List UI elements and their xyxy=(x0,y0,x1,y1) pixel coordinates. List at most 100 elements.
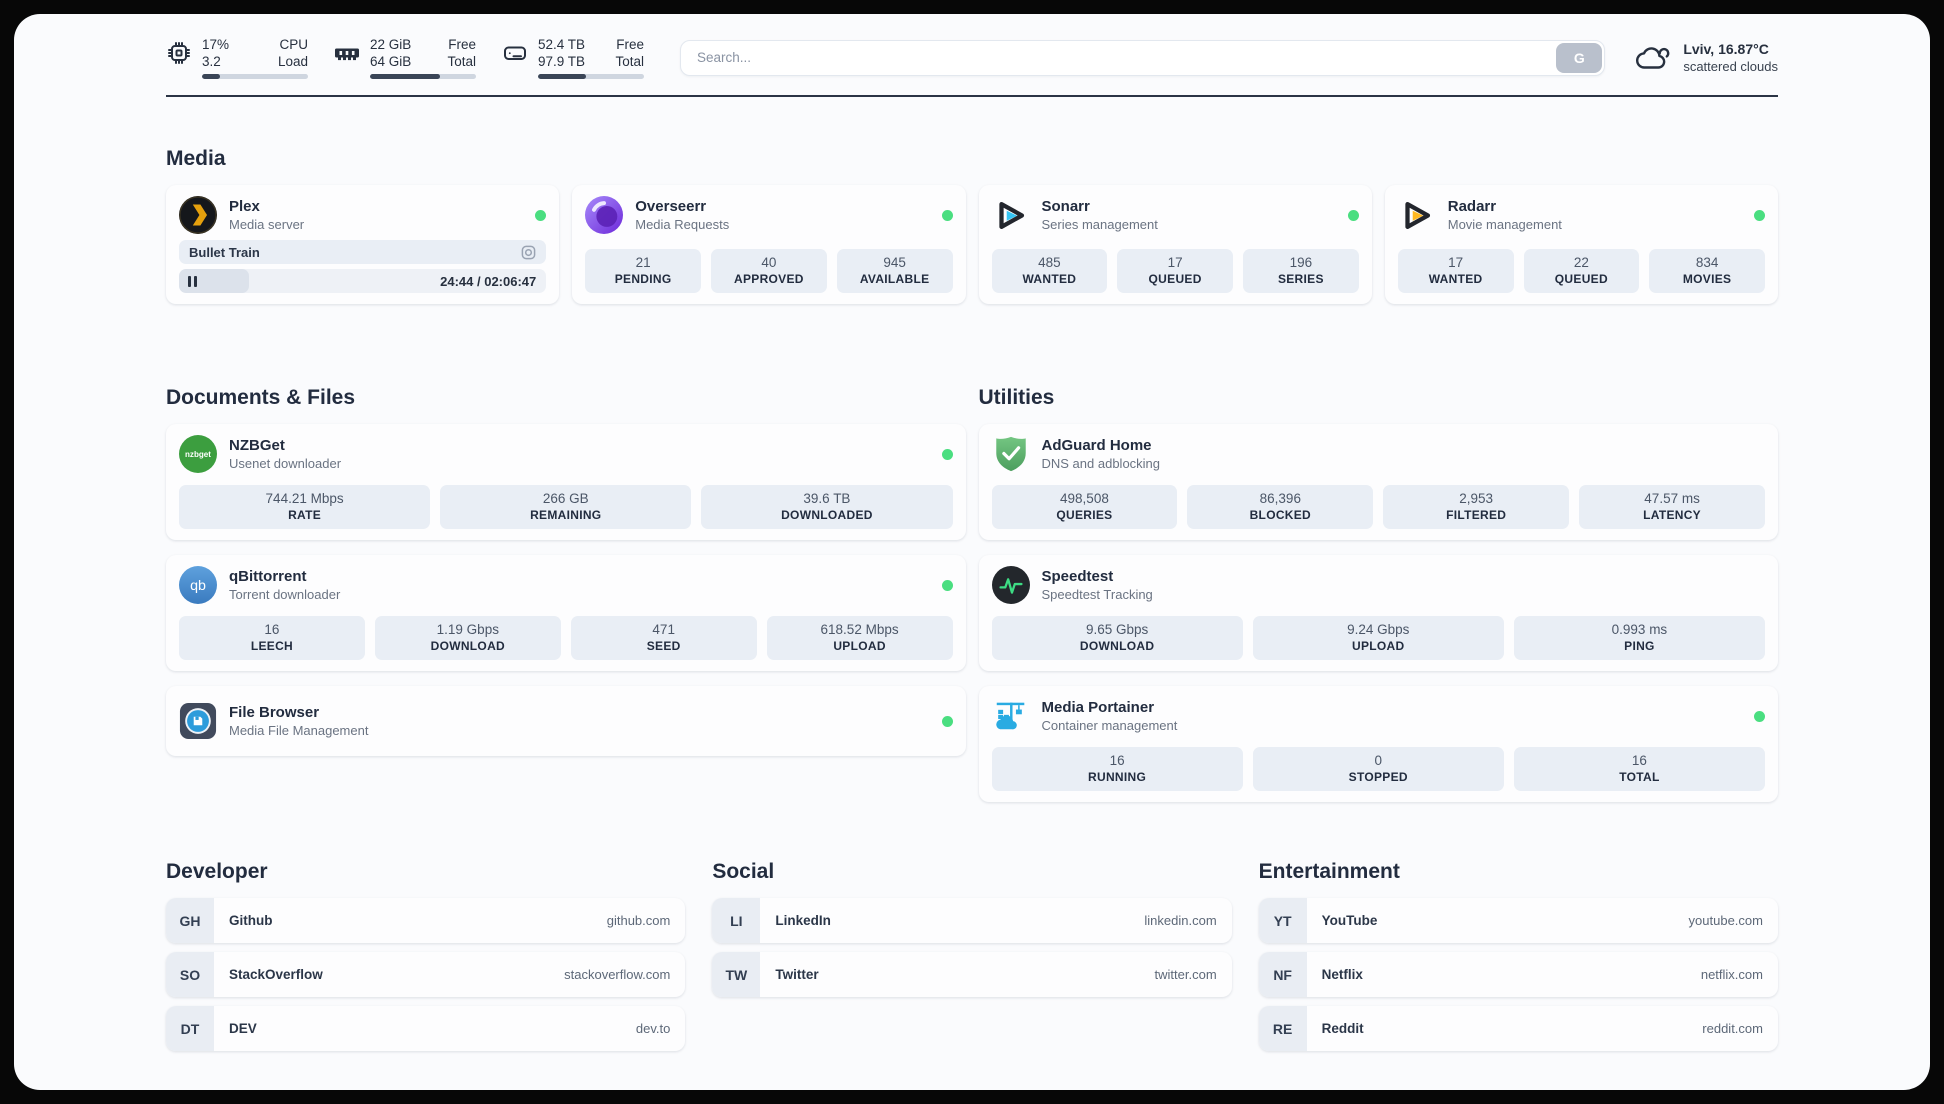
stat-value: 618.52 Mbps xyxy=(820,622,899,637)
app-subtitle: Torrent downloader xyxy=(229,587,341,602)
stat-value: 16 xyxy=(1109,753,1125,768)
app-card-speedtest[interactable]: Speedtest Speedtest Tracking 9.65 Gbps D… xyxy=(978,555,1778,671)
stat-running: 16 RUNNING xyxy=(991,747,1243,791)
stat-queries: 498,508 QUERIES xyxy=(991,485,1178,529)
memory-widget: 22 GiB 64 GiB Free Total xyxy=(334,36,476,79)
bookmark-twitter[interactable]: TW Twitter twitter.com xyxy=(712,952,1232,997)
stat-value: 485 xyxy=(1038,255,1061,270)
app-card-overseerr[interactable]: Overseerr Media Requests 21 PENDING 40 A… xyxy=(572,185,966,304)
app-card-plex[interactable]: Plex Media server Bullet Train xyxy=(166,185,560,304)
cpu-icon xyxy=(168,42,190,64)
app-subtitle: Container management xyxy=(1041,718,1178,733)
stat-label: QUEUED xyxy=(1554,272,1608,286)
cpu-widget: 17% 3.2 CPU Load xyxy=(166,36,308,79)
bookmark-url: github.com xyxy=(606,913,671,928)
status-dot xyxy=(941,715,953,727)
disk-widget: 52.4 TB 97.9 TB Free Total xyxy=(502,36,644,79)
stat-label: SERIES xyxy=(1277,272,1324,286)
stat-pending: 21 PENDING xyxy=(585,249,701,293)
bookmark-abbr: SO xyxy=(166,952,214,997)
bookmark-reddit[interactable]: RE Reddit reddit.com xyxy=(1258,1006,1778,1051)
app-title: Media Portainer xyxy=(1041,699,1155,716)
app-card-adguard[interactable]: AdGuard Home DNS and adblocking 498,508 … xyxy=(978,424,1778,540)
stat-value: 86,396 xyxy=(1259,491,1301,506)
bookmark-name: Twitter xyxy=(775,967,819,982)
header-divider xyxy=(166,95,1778,97)
stat-value: 0.993 ms xyxy=(1611,622,1668,637)
bookmark-dev[interactable]: DT DEV dev.to xyxy=(166,1006,686,1051)
stat-label: PING xyxy=(1624,639,1655,653)
search-input[interactable] xyxy=(680,39,1606,76)
stat-label: QUERIES xyxy=(1056,508,1113,522)
weather-location: Lviv, 16.87°C xyxy=(1683,41,1769,57)
stat-queued: 22 QUEUED xyxy=(1523,249,1640,293)
bookmark-abbr: TW xyxy=(712,952,761,997)
memory-total-label: Total xyxy=(447,54,476,69)
bookmark-stackoverflow[interactable]: SO StackOverflow stackoverflow.com xyxy=(166,952,686,997)
stat-value: 498,508 xyxy=(1060,491,1109,506)
stat-label: TOTAL xyxy=(1619,770,1660,784)
stat-label: DOWNLOAD xyxy=(1079,639,1155,653)
app-title: Sonarr xyxy=(1041,198,1090,215)
app-card-qbittorrent[interactable]: qb qBittorrent Torrent downloader 16 xyxy=(166,555,966,671)
stat-value: 834 xyxy=(1695,255,1719,270)
stat-queued: 17 QUEUED xyxy=(1117,249,1233,293)
stat-label: APPROVED xyxy=(734,272,804,286)
app-card-filebrowser[interactable]: File Browser Media File Management xyxy=(166,686,966,756)
bookmark-url: reddit.com xyxy=(1702,1021,1763,1036)
bookmark-abbr: LI xyxy=(712,898,761,943)
stat-value: 9.24 Gbps xyxy=(1347,622,1410,637)
app-title: Plex xyxy=(229,198,260,215)
app-card-sonarr[interactable]: Sonarr Series management 485 WANTED 17 Q… xyxy=(978,185,1372,304)
pause-icon xyxy=(188,275,197,287)
disk-progress-fill xyxy=(538,74,586,79)
status-dot xyxy=(941,209,953,221)
stat-label: AVAILABLE xyxy=(859,272,930,286)
app-title: qBittorrent xyxy=(229,568,307,585)
cpu-load-label: Load xyxy=(277,54,308,69)
weather-widget: Lviv, 16.87°C scattered clouds xyxy=(1635,40,1778,75)
bookmark-abbr: DT xyxy=(166,1006,214,1051)
app-subtitle: Speedtest Tracking xyxy=(1041,587,1153,602)
bookmark-abbr: YT xyxy=(1258,898,1307,943)
bookmark-github[interactable]: GH Github github.com xyxy=(166,898,686,943)
bookmark-name: Reddit xyxy=(1321,1021,1364,1036)
stat-value: 196 xyxy=(1289,255,1313,270)
app-title: Radarr xyxy=(1447,198,1497,215)
cpu-usage-value: 17% xyxy=(202,37,230,52)
disk-icon xyxy=(504,46,526,60)
stat-blocked: 86,396 BLOCKED xyxy=(1187,485,1374,529)
stat-ping: 0.993 ms PING xyxy=(1513,616,1766,660)
app-card-portainer[interactable]: Media Portainer Container management 16 … xyxy=(978,686,1778,802)
stat-label: BLOCKED xyxy=(1249,508,1312,522)
cpu-progress-track xyxy=(202,74,308,79)
section-title-social: Social xyxy=(712,860,775,883)
app-title: Speedtest xyxy=(1041,568,1114,585)
app-card-nzbget[interactable]: nzbget NZBGet Usenet downloader 744.21 M… xyxy=(166,424,966,540)
stat-seed: 471 SEED xyxy=(570,616,757,660)
bookmark-youtube[interactable]: YT YouTube youtube.com xyxy=(1258,898,1778,943)
stat-label: UPLOAD xyxy=(833,639,886,653)
stat-value: 945 xyxy=(883,255,906,270)
stat-leech: 16 LEECH xyxy=(179,616,365,660)
app-card-radarr[interactable]: Radarr Movie management 17 WANTED 22 QUE… xyxy=(1384,185,1778,304)
stat-value: 266 GB xyxy=(542,491,589,506)
status-dot xyxy=(1754,209,1765,221)
stat-upload: 9.24 Gbps UPLOAD xyxy=(1252,616,1504,660)
bookmark-linkedin[interactable]: LI LinkedIn linkedin.com xyxy=(712,898,1232,943)
stat-label: FILTERED xyxy=(1446,508,1507,522)
stat-value: 22 xyxy=(1573,255,1589,270)
stat-label: UPLOAD xyxy=(1352,639,1405,653)
status-dot xyxy=(941,448,953,460)
bookmark-netflix[interactable]: NF Netflix netflix.com xyxy=(1258,952,1778,997)
stat-approved: 40 APPROVED xyxy=(711,249,827,293)
stat-label: DOWNLOAD xyxy=(430,639,505,653)
cloud-icon xyxy=(1636,46,1670,69)
stat-download: 1.19 Gbps DOWNLOAD xyxy=(374,616,561,660)
search-provider-button[interactable]: G xyxy=(1556,42,1603,73)
app-subtitle: Usenet downloader xyxy=(229,456,342,471)
stat-label: RATE xyxy=(288,508,322,522)
playback-progress: 24:44 / 02:06:47 xyxy=(179,269,547,293)
stat-label: WANTED xyxy=(1428,272,1483,286)
stat-wanted: 485 WANTED xyxy=(991,249,1108,293)
